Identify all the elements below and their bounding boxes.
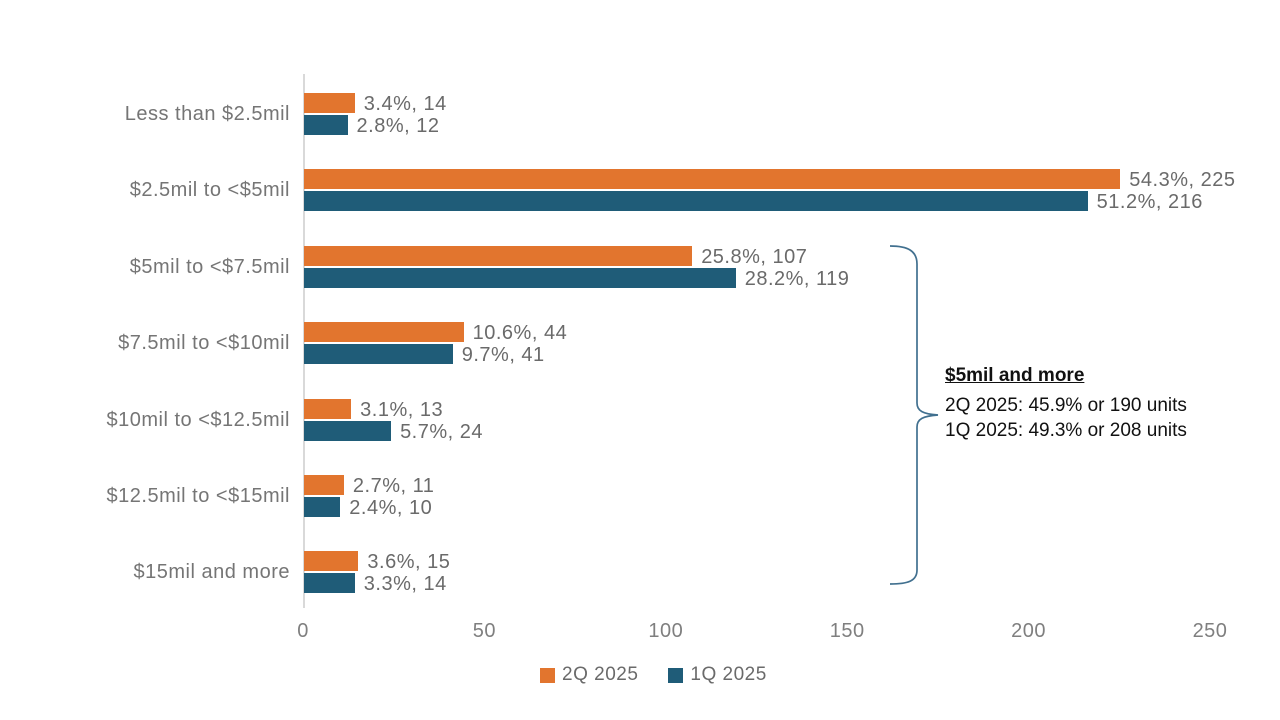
data-label: 3.6%, 15: [367, 551, 451, 574]
annotation-line-2q: 2Q 2025: 45.9% or 190 units: [945, 395, 1187, 416]
x-axis-tick-labels: 0 50 100 150 200 250: [0, 620, 1280, 646]
bar-row: $10mil to <$12.5mil 3.1%, 13 5.7%, 24: [0, 381, 1280, 457]
bar-row: $12.5mil to <$15mil 2.7%, 11 2.4%, 10: [0, 457, 1280, 533]
bar-row: $5mil to <$7.5mil 25.8%, 107 28.2%, 119: [0, 228, 1280, 304]
bar-2q-2025: [304, 322, 464, 343]
bar-row: Less than $2.5mil 3.4%, 14 2.8%, 12: [0, 75, 1280, 151]
data-label: 2.7%, 11: [352, 475, 435, 497]
legend-entry-2q-2025: 2Q 2025: [540, 664, 638, 686]
bar-row: $2.5mil to <$5mil 54.3%, 225 51.2%, 216: [0, 151, 1280, 227]
data-label: 28.2%, 119: [744, 267, 850, 290]
data-label: 3.3%, 14: [363, 573, 447, 596]
legend-swatch-icon: [668, 667, 684, 683]
bar-2q-2025: [304, 551, 359, 572]
category-label: $5mil to <$7.5mil: [129, 255, 290, 278]
data-label: 2.8%, 12: [356, 115, 440, 137]
legend-swatch-icon: [540, 667, 555, 683]
category-label: $10mil to <$12.5mil: [106, 408, 290, 431]
category-label: $12.5mil to <$15mil: [106, 485, 290, 507]
x-tick-label: 100: [648, 620, 684, 642]
bar-1q-2025: [304, 420, 392, 441]
bar-1q-2025: [304, 267, 736, 288]
legend-label: 1Q 2025: [690, 664, 767, 685]
category-label: $7.5mil to <$10mil: [118, 332, 290, 355]
bar-row: $7.5mil to <$10mil 10.6%, 44 9.7%, 41: [0, 304, 1280, 380]
legend-label: 2Q 2025: [562, 664, 639, 685]
x-tick-label: 200: [1011, 620, 1047, 642]
bar-2q-2025: [304, 398, 352, 419]
x-tick-label: 50: [472, 620, 497, 642]
bar-1q-2025: [304, 191, 1088, 212]
x-tick-label: 150: [829, 620, 865, 642]
data-label: 3.4%, 14: [363, 93, 447, 115]
data-label: 3.1%, 13: [360, 398, 444, 421]
legend: 2Q 2025 1Q 2025: [540, 664, 767, 686]
bar-2q-2025: [304, 475, 344, 495]
category-label: $2.5mil to <$5mil: [129, 179, 290, 202]
bar-1q-2025: [304, 344, 453, 365]
data-label: 5.7%, 24: [400, 420, 484, 443]
annotation-title: $5mil and more: [945, 365, 1085, 386]
x-tick-label: 250: [1192, 620, 1228, 642]
data-label: 54.3%, 225: [1129, 169, 1236, 192]
bar-2q-2025: [304, 245, 693, 266]
curly-brace-bracket: [889, 245, 939, 585]
legend-entry-1q-2025: 1Q 2025: [668, 664, 766, 686]
annotation-line-1q: 1Q 2025: 49.3% or 208 units: [945, 420, 1187, 441]
data-label: 10.6%, 44: [472, 322, 568, 345]
data-label: 9.7%, 41: [461, 344, 545, 367]
bar-2q-2025: [304, 169, 1121, 190]
category-label: Less than $2.5mil: [124, 103, 290, 125]
bar-1q-2025: [304, 497, 341, 517]
data-label: 25.8%, 107: [701, 245, 808, 268]
bar-1q-2025: [304, 115, 348, 135]
x-tick-label: 0: [297, 620, 309, 642]
bar-1q-2025: [304, 573, 355, 594]
data-label: 51.2%, 216: [1096, 191, 1203, 214]
category-label: $15mil and more: [133, 561, 290, 584]
bar-row: $15mil and more 3.6%, 15 3.3%, 14: [0, 533, 1280, 609]
annotation-callout: $5mil and more 2Q 2025: 45.9% or 190 uni…: [945, 365, 1187, 443]
bar-2q-2025: [304, 93, 355, 113]
data-label: 2.4%, 10: [349, 497, 433, 519]
